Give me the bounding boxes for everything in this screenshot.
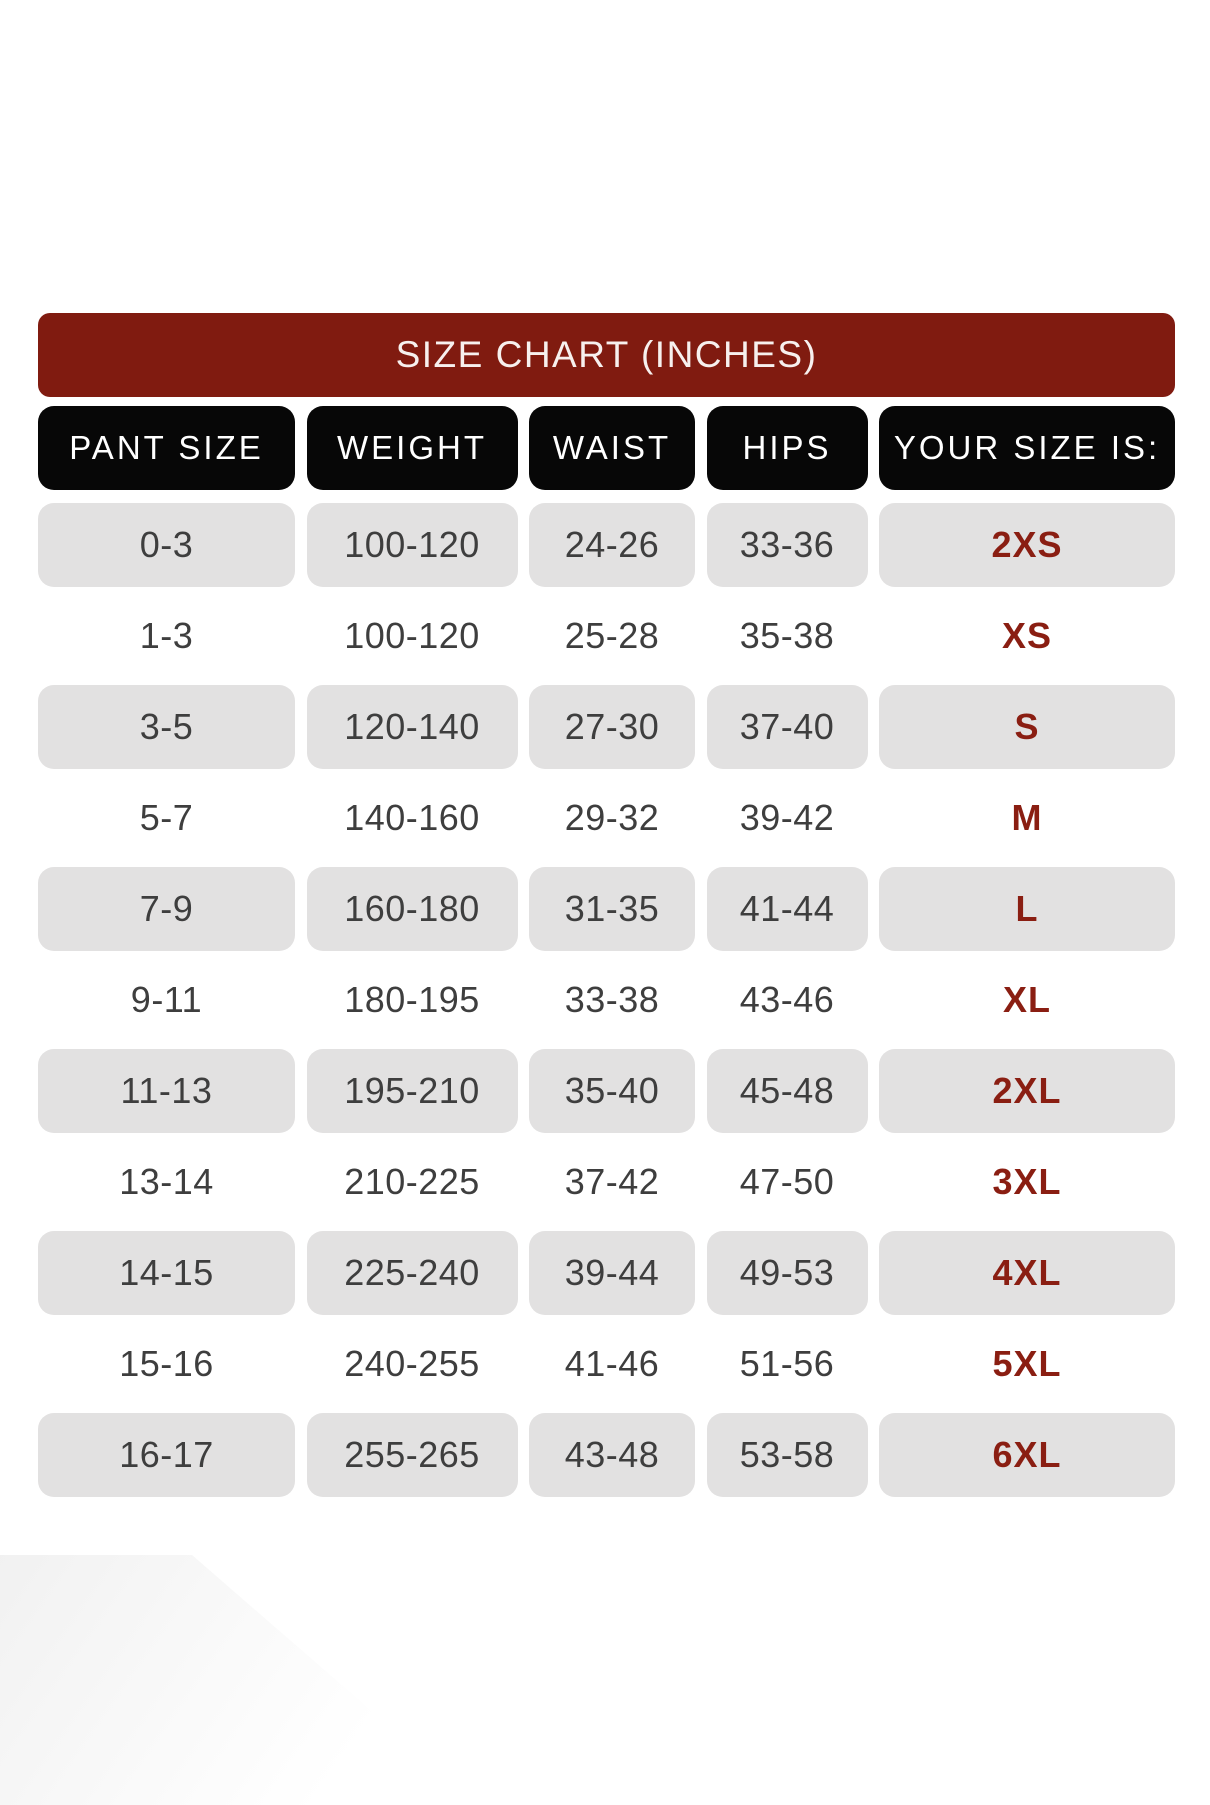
cell-waist: 27-30 [529, 684, 695, 769]
column-header-weight: WEIGHT [306, 406, 518, 490]
cell-hips: 47-50 [739, 1160, 835, 1202]
cell-waist: 29-32 [564, 796, 660, 838]
cell-your-size: M [1011, 796, 1043, 838]
cell-your-size: 2XL [879, 1048, 1175, 1133]
cell-waist: 43-48 [529, 1412, 695, 1497]
cell-pant-size: 14-15 [38, 1230, 295, 1315]
cell-waist: 24-26 [529, 502, 695, 587]
cell-waist: 37-42 [564, 1160, 660, 1202]
cell-waist: 39-44 [529, 1230, 695, 1315]
cell-your-size: 2XS [879, 502, 1175, 587]
cell-waist: 33-38 [564, 978, 660, 1020]
cell-weight: 210-225 [344, 1160, 480, 1202]
cell-pant-size: 0-3 [38, 502, 295, 587]
cell-pant-size: 9-11 [130, 978, 203, 1020]
cell-pant-size: 3-5 [38, 684, 295, 769]
cell-your-size: S [879, 684, 1175, 769]
table-row: 11-13 195-210 35-40 45-48 2XL [38, 1045, 1175, 1136]
table-row: 15-16 240-255 41-46 51-56 5XL [38, 1318, 1175, 1409]
background-photo-fragment [0, 1555, 480, 1805]
cell-your-size: 4XL [879, 1230, 1175, 1315]
cell-weight: 180-195 [344, 978, 480, 1020]
cell-hips: 41-44 [706, 866, 868, 951]
cell-your-size: 5XL [992, 1342, 1062, 1384]
cell-hips: 53-58 [706, 1412, 868, 1497]
cell-hips: 49-53 [706, 1230, 868, 1315]
cell-weight: 255-265 [306, 1412, 518, 1497]
column-header-pant-size: PANT SIZE [38, 406, 295, 490]
cell-your-size: 3XL [992, 1160, 1062, 1202]
cell-pant-size: 13-14 [119, 1160, 214, 1202]
cell-weight: 240-255 [344, 1342, 480, 1384]
cell-hips: 43-46 [739, 978, 835, 1020]
cell-waist: 25-28 [564, 614, 660, 656]
cell-pant-size: 16-17 [38, 1412, 295, 1497]
size-chart-title: SIZE CHART (INCHES) [395, 334, 818, 375]
cell-pant-size: 1-3 [139, 614, 194, 656]
column-header-your-size: YOUR SIZE IS: [879, 406, 1175, 490]
cell-hips: 37-40 [706, 684, 868, 769]
cell-weight: 225-240 [306, 1230, 518, 1315]
table-row: 9-11 180-195 33-38 43-46 XL [38, 954, 1175, 1045]
cell-weight: 120-140 [306, 684, 518, 769]
cell-pant-size: 7-9 [38, 866, 295, 951]
cell-your-size: XS [1001, 614, 1053, 656]
cell-your-size: XL [1002, 978, 1051, 1020]
table-row: 16-17 255-265 43-48 53-58 6XL [38, 1409, 1175, 1500]
cell-hips: 45-48 [706, 1048, 868, 1133]
cell-waist: 31-35 [529, 866, 695, 951]
table-row: 13-14 210-225 37-42 47-50 3XL [38, 1136, 1175, 1227]
size-chart: SIZE CHART (INCHES) PANT SIZE WEIGHT WAI… [38, 313, 1175, 1500]
table-row: 3-5 120-140 27-30 37-40 S [38, 681, 1175, 772]
cell-weight: 100-120 [344, 614, 480, 656]
table-row: 1-3 100-120 25-28 35-38 XS [38, 590, 1175, 681]
cell-weight: 160-180 [306, 866, 518, 951]
cell-weight: 140-160 [344, 796, 480, 838]
cell-hips: 35-38 [739, 614, 835, 656]
cell-waist: 41-46 [564, 1342, 660, 1384]
table-row: 0-3 100-120 24-26 33-36 2XS [38, 499, 1175, 590]
size-chart-header-row: PANT SIZE WEIGHT WAIST HIPS YOUR SIZE IS… [38, 406, 1175, 490]
table-row: 5-7 140-160 29-32 39-42 M [38, 772, 1175, 863]
column-header-hips: HIPS [706, 406, 868, 490]
cell-your-size: 6XL [879, 1412, 1175, 1497]
table-row: 7-9 160-180 31-35 41-44 L [38, 863, 1175, 954]
cell-your-size: L [879, 866, 1175, 951]
cell-waist: 35-40 [529, 1048, 695, 1133]
cell-hips: 51-56 [739, 1342, 835, 1384]
cell-pant-size: 5-7 [139, 796, 194, 838]
cell-weight: 100-120 [306, 502, 518, 587]
column-header-waist: WAIST [529, 406, 695, 490]
size-chart-rows: 0-3 100-120 24-26 33-36 2XS 1-3 100-120 25-28 35… [38, 499, 1175, 1500]
cell-weight: 195-210 [306, 1048, 518, 1133]
cell-pant-size: 15-16 [119, 1342, 214, 1384]
cell-hips: 33-36 [706, 502, 868, 587]
size-chart-title-bar: SIZE CHART (INCHES) [38, 313, 1175, 397]
cell-pant-size: 11-13 [38, 1048, 295, 1133]
table-row: 14-15 225-240 39-44 49-53 4XL [38, 1227, 1175, 1318]
cell-hips: 39-42 [739, 796, 835, 838]
